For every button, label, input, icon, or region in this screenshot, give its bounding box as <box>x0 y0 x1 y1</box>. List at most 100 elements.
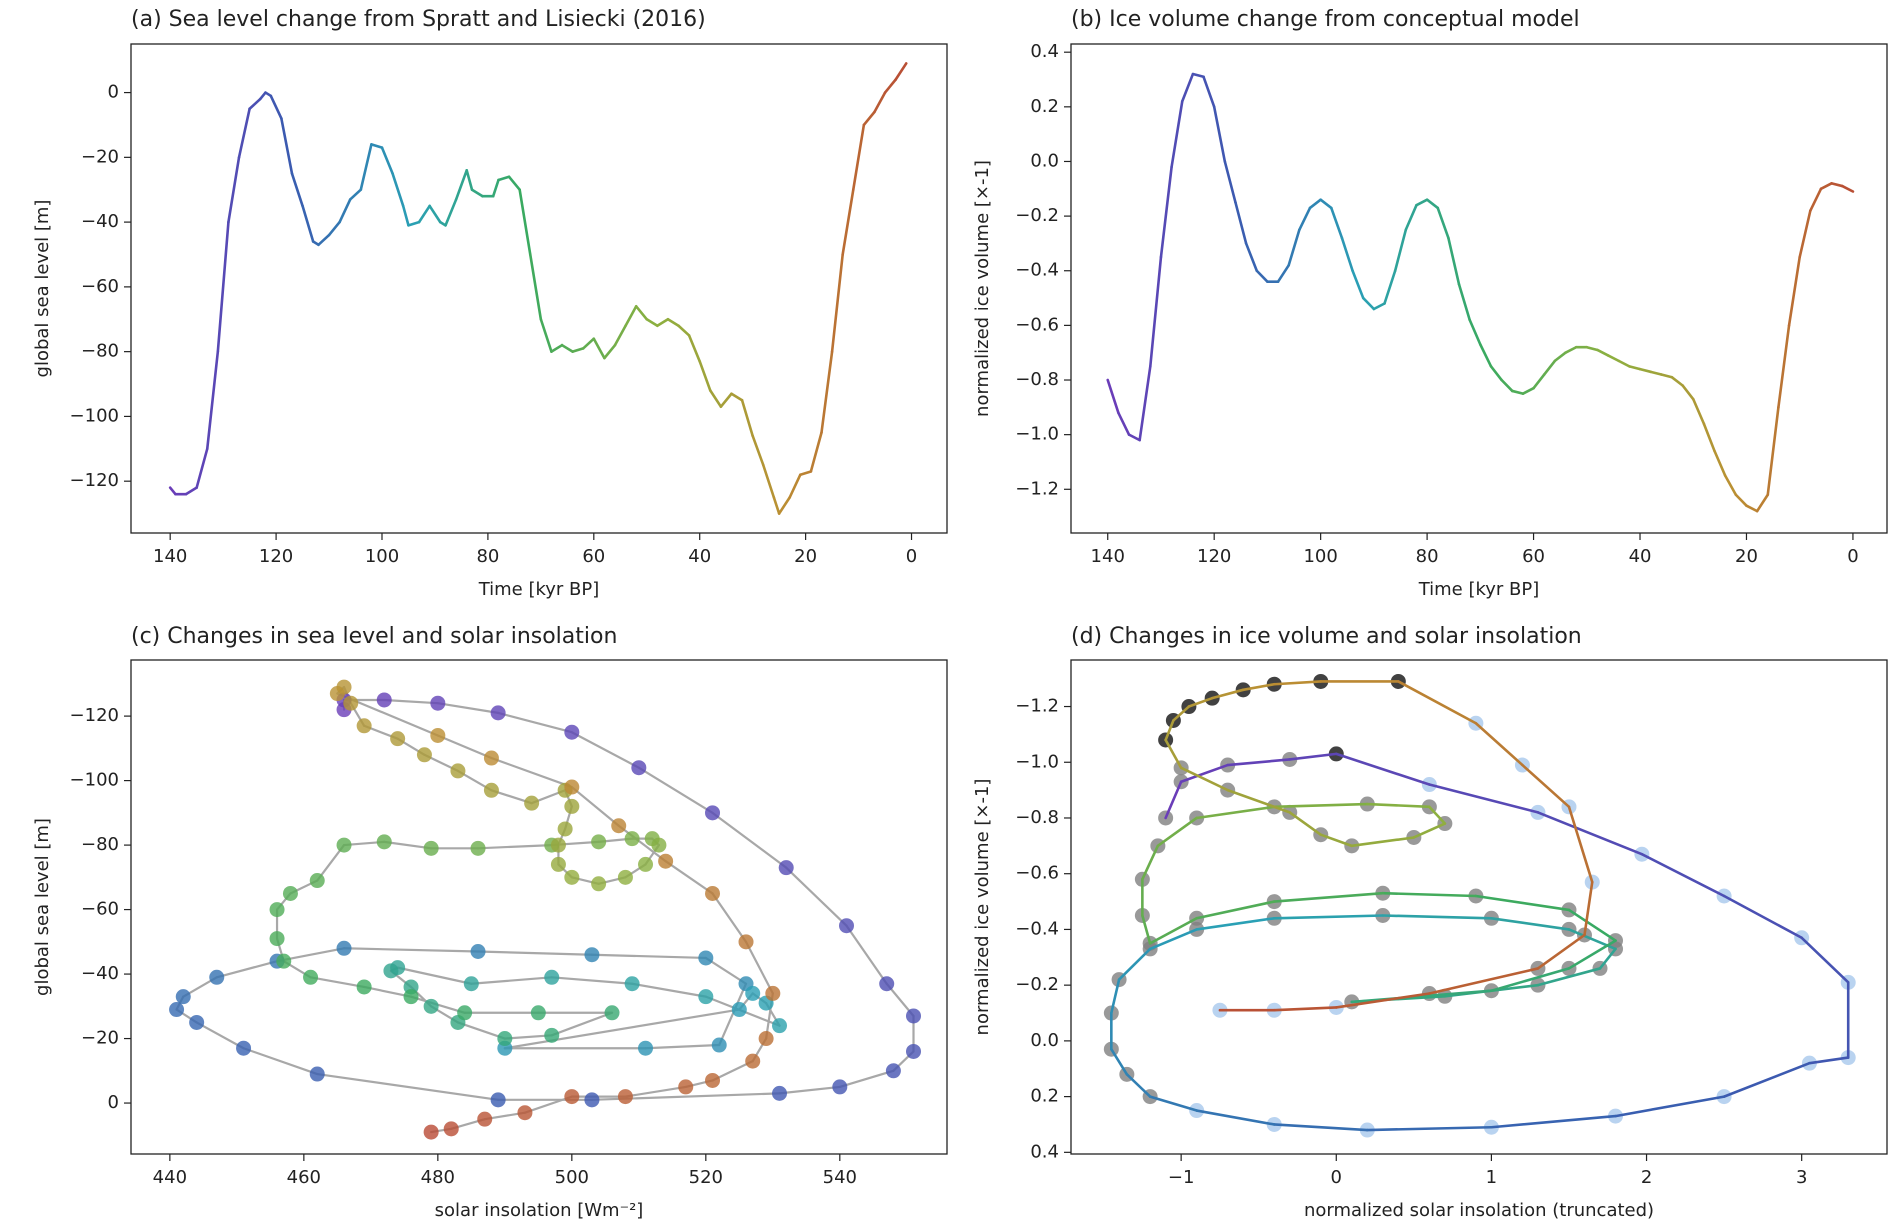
line-segment <box>316 1072 500 1101</box>
line-segment <box>664 860 714 895</box>
line-segment <box>1117 947 1152 981</box>
point <box>403 989 419 1005</box>
point <box>483 782 499 798</box>
point <box>376 834 392 850</box>
point <box>430 727 446 743</box>
line-segment <box>1288 752 1338 761</box>
line-segment <box>1787 255 1802 327</box>
line-segment <box>1777 324 1791 409</box>
point <box>698 989 714 1005</box>
line-segment <box>550 976 634 985</box>
x-tick-label: 40 <box>688 546 711 567</box>
y-tick-label: −0.8 <box>1015 369 1059 390</box>
point <box>457 1005 473 1021</box>
line-segment <box>338 198 352 224</box>
line-segment <box>1180 72 1195 103</box>
point <box>638 1040 654 1056</box>
point <box>550 837 566 853</box>
line-segment <box>327 220 341 237</box>
line-segment <box>1141 914 1152 945</box>
point <box>617 869 633 885</box>
y-axis-label: global sea level [m] <box>32 200 53 378</box>
line-segment <box>617 824 667 863</box>
x-tick-label: 100 <box>1303 546 1337 567</box>
line-segment <box>168 486 177 496</box>
line-segment <box>1397 680 1478 725</box>
y-tick-label: 0 <box>108 1092 119 1113</box>
line-segment <box>1734 493 1748 507</box>
point <box>624 976 640 992</box>
x-axis-label: Time [kyr BP] <box>1418 579 1540 600</box>
line-segment <box>1640 852 1726 898</box>
line-segment <box>1638 367 1652 374</box>
line-segment <box>1798 209 1812 259</box>
line-segment <box>1681 384 1695 401</box>
line-segment <box>280 117 294 175</box>
line-segment <box>248 97 262 111</box>
line-segment <box>845 924 888 985</box>
point <box>303 969 319 985</box>
x-tick-label: 120 <box>1197 546 1231 567</box>
line-segment <box>1628 365 1642 371</box>
line-segment <box>1272 680 1323 686</box>
line-segment <box>497 711 573 734</box>
axes-frame <box>130 659 948 1155</box>
line-segment <box>1536 967 1602 987</box>
line-segment <box>269 94 283 120</box>
x-tick-label: 1 <box>1486 1167 1497 1188</box>
line-segment <box>873 91 887 114</box>
line-segment <box>1350 836 1416 848</box>
line-segment <box>751 434 765 467</box>
line-segment <box>1210 688 1245 700</box>
line-segment <box>1148 1095 1198 1112</box>
line-segment <box>830 253 844 353</box>
line-segment <box>1127 433 1141 442</box>
line-segment <box>1226 758 1292 767</box>
line-segment <box>1212 105 1227 163</box>
point <box>879 976 895 992</box>
panel: (d) Changes in ice volume and solar inso… <box>972 624 1888 1221</box>
line-segment <box>1840 184 1855 193</box>
line-segment <box>258 91 267 101</box>
line-segment <box>809 431 823 473</box>
line-segment <box>1226 788 1292 814</box>
point <box>416 747 432 763</box>
line-segment <box>1288 811 1323 836</box>
line-segment <box>581 337 596 350</box>
line-segment <box>1202 75 1216 109</box>
x-tick-label: 20 <box>1735 546 1758 567</box>
y-tick-label: 0 <box>108 82 119 103</box>
line-segment <box>195 447 209 489</box>
line-segment <box>383 698 439 705</box>
line-segment <box>1383 269 1397 305</box>
line-segment <box>1542 359 1557 376</box>
line-segment <box>1691 397 1706 426</box>
line-segment <box>637 766 714 814</box>
x-tick-label: 140 <box>1091 546 1125 567</box>
axes-frame <box>1070 43 1888 534</box>
point <box>390 731 406 747</box>
line-segment <box>417 204 431 224</box>
line-segment <box>428 204 442 224</box>
line-segment <box>1474 894 1571 912</box>
line-segment <box>1117 411 1131 436</box>
line-segment <box>1164 738 1183 770</box>
point <box>651 837 667 853</box>
line-segment <box>1334 752 1431 786</box>
line-segment <box>237 107 251 159</box>
y-tick-label: −0.6 <box>1015 863 1059 884</box>
line-segment <box>1536 933 1586 970</box>
point <box>705 805 721 821</box>
point <box>584 1092 600 1108</box>
point <box>463 976 479 992</box>
line-segment <box>539 317 553 353</box>
line-segment <box>1272 802 1369 809</box>
panel-title: (b) Ice volume change from conceptual mo… <box>1071 7 1580 32</box>
line-segment <box>1723 474 1738 497</box>
line-segment <box>1490 916 1571 931</box>
line-segment <box>1195 916 1276 931</box>
point <box>705 1072 721 1088</box>
point <box>564 1089 580 1105</box>
